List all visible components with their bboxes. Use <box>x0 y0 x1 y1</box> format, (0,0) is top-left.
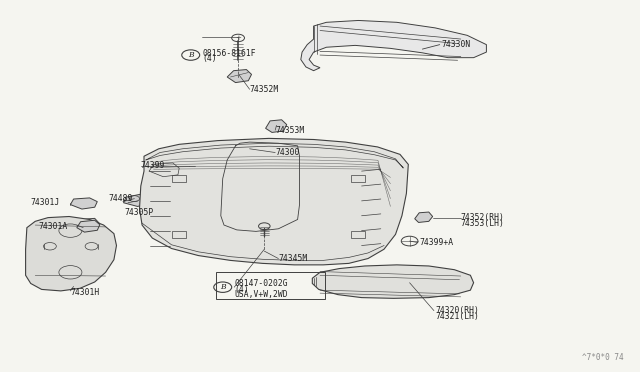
Text: 74301H: 74301H <box>70 288 100 297</box>
Text: (4): (4) <box>234 285 249 294</box>
Bar <box>351 175 365 182</box>
Text: 74321(LH): 74321(LH) <box>435 312 479 321</box>
Text: ^7*0*0 74: ^7*0*0 74 <box>582 353 624 362</box>
Text: 74399: 74399 <box>141 161 165 170</box>
Text: 08147-0202G: 08147-0202G <box>234 279 288 288</box>
Text: 74352M: 74352M <box>250 85 279 94</box>
Bar <box>216 272 325 299</box>
Polygon shape <box>312 265 474 298</box>
Bar <box>351 231 365 238</box>
Text: 74305P: 74305P <box>125 208 154 217</box>
Text: 74399+A: 74399+A <box>419 238 453 247</box>
Polygon shape <box>227 70 252 83</box>
Text: 74300: 74300 <box>275 148 300 157</box>
Text: 74320(RH): 74320(RH) <box>435 306 479 315</box>
Text: 74345M: 74345M <box>278 254 308 263</box>
Text: 08156-8161F: 08156-8161F <box>202 49 256 58</box>
Bar <box>172 231 186 238</box>
Text: 74301A: 74301A <box>38 222 68 231</box>
Text: 74330N: 74330N <box>442 40 471 49</box>
Polygon shape <box>77 220 100 232</box>
Text: 74353M: 74353M <box>275 126 305 135</box>
Polygon shape <box>124 194 150 206</box>
Text: 74301J: 74301J <box>31 198 60 207</box>
Text: 74353(LH): 74353(LH) <box>461 219 505 228</box>
Polygon shape <box>301 20 486 71</box>
Polygon shape <box>266 120 287 132</box>
Bar <box>172 175 186 182</box>
Text: USA,V+W,2WD: USA,V+W,2WD <box>234 290 288 299</box>
Text: 74352(RH): 74352(RH) <box>461 213 505 222</box>
Polygon shape <box>70 198 97 209</box>
Text: 74489: 74489 <box>109 194 133 203</box>
Text: B: B <box>220 283 225 291</box>
Polygon shape <box>415 212 433 222</box>
Polygon shape <box>76 218 99 231</box>
Text: (4): (4) <box>202 54 217 63</box>
Text: B: B <box>188 51 193 59</box>
Polygon shape <box>140 138 408 265</box>
Text: +: + <box>235 35 241 41</box>
Polygon shape <box>26 217 116 291</box>
